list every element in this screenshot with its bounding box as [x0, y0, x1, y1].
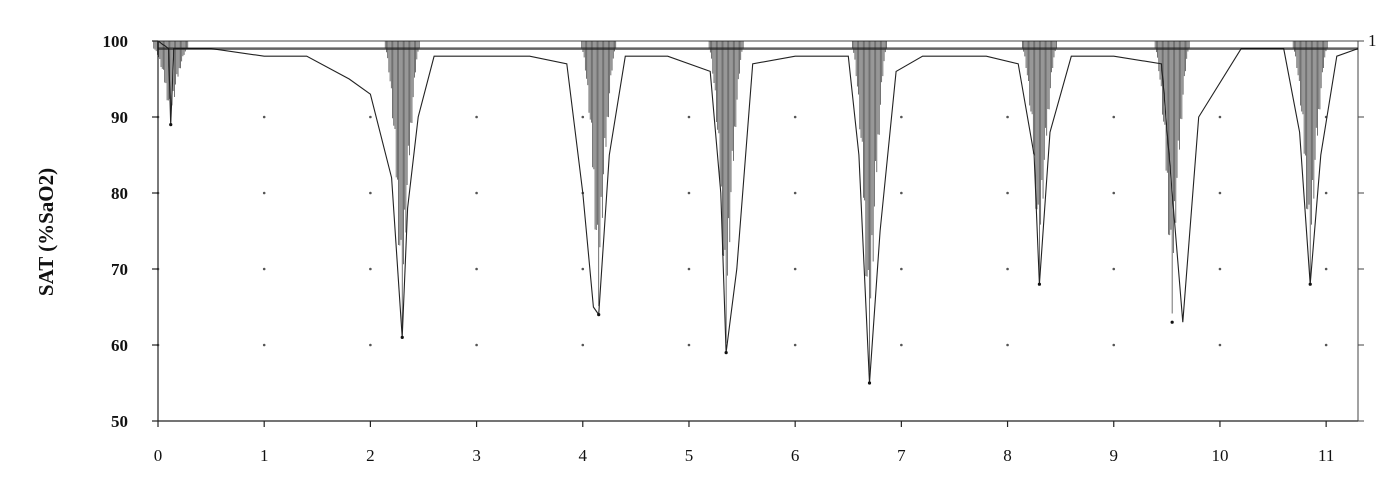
y-tick-label: 90 — [111, 108, 128, 127]
grid-dot — [1112, 267, 1116, 271]
x-tick-label: 11 — [1318, 446, 1334, 465]
grid-dot — [262, 267, 266, 271]
grid-dot — [369, 343, 372, 347]
grid-dot — [475, 191, 478, 195]
grid-dot — [262, 191, 266, 195]
y-tick-label: 100 — [103, 32, 129, 51]
y-tick-label: 80 — [111, 184, 128, 203]
grid-dot — [262, 343, 266, 347]
data-series — [153, 40, 1359, 385]
grid-dot — [687, 343, 691, 347]
spike-minimum-point — [400, 335, 404, 339]
grid-dots — [156, 115, 1328, 347]
grid-dot — [475, 267, 478, 271]
grid-dot — [369, 115, 372, 119]
y-tick-label: 60 — [111, 336, 128, 355]
grid-dot — [1218, 191, 1222, 195]
x-tick-label: 4 — [579, 446, 588, 465]
grid-dot — [900, 191, 903, 195]
grid-dot — [793, 343, 797, 347]
spike-minimum-point — [1170, 320, 1174, 324]
x-tick-label: 7 — [897, 446, 906, 465]
grid-dot — [1006, 115, 1009, 119]
grid-dot — [687, 115, 691, 119]
desaturation-event — [581, 41, 617, 317]
grid-dot — [1324, 343, 1328, 347]
desaturation-event — [852, 41, 887, 385]
x-tick-label: 9 — [1110, 446, 1119, 465]
desaturation-event — [384, 41, 420, 339]
x-tick-label: 2 — [366, 446, 375, 465]
x-tick-label: 3 — [472, 446, 481, 465]
x-tick-label: 5 — [685, 446, 694, 465]
grid-dot — [1218, 115, 1222, 119]
grid-dot — [475, 115, 478, 119]
grid-dot — [793, 191, 797, 195]
grid-dot — [1324, 191, 1328, 195]
grid-dot — [369, 267, 372, 271]
grid-dot — [1006, 343, 1009, 347]
grid-dot — [900, 343, 903, 347]
spike-minimum-point — [867, 381, 872, 385]
grid-dot — [793, 115, 797, 119]
right-axis-label: 1 — [1368, 31, 1377, 50]
grid-dot — [900, 267, 903, 271]
axes — [157, 40, 1359, 422]
desaturation-event — [1154, 41, 1190, 324]
x-tick-label: 0 — [154, 446, 163, 465]
grid-dot — [1324, 267, 1328, 271]
grid-dot — [1112, 343, 1116, 347]
grid-dot — [1112, 191, 1116, 195]
desaturation-event — [153, 41, 189, 127]
x-tick-label: 10 — [1211, 446, 1228, 465]
grid-dot — [900, 115, 903, 119]
spike-minimum-point — [597, 313, 601, 317]
grid-dot — [1006, 267, 1009, 271]
grid-dot — [1218, 343, 1222, 347]
grid-dot — [793, 267, 797, 271]
ticks: 0 1 2 3 4 5 6 7 8 9 10 11 50 60 70 80 90 100 — [103, 32, 1364, 465]
desaturation-event — [1022, 41, 1057, 286]
x-tick-label: 8 — [1003, 446, 1012, 465]
series-line-sat — [157, 40, 1359, 384]
spike-minimum-point — [169, 123, 173, 127]
grid-dot — [687, 267, 691, 271]
grid-dot — [687, 191, 691, 195]
desaturation-event — [1292, 41, 1328, 286]
x-tick-label: 1 — [260, 446, 269, 465]
spike-minimum-point — [1037, 282, 1042, 286]
spike-minimum-point — [1308, 282, 1312, 286]
x-tick-label: 6 — [791, 446, 800, 465]
y-axis-title: SAT (%SaO2) — [34, 168, 58, 296]
y-tick-label: 50 — [111, 412, 128, 431]
grid-dot — [581, 115, 585, 119]
grid-dot — [1006, 191, 1009, 195]
grid-dot — [1218, 267, 1222, 271]
y-tick-label: 70 — [111, 260, 128, 279]
grid-dot — [581, 343, 585, 347]
desaturation-event — [708, 41, 744, 355]
grid-dot — [475, 343, 478, 347]
grid-dot — [1112, 115, 1116, 119]
grid-dot — [262, 115, 266, 119]
spike-minimum-point — [724, 351, 728, 355]
grid-dot — [369, 191, 372, 195]
grid-dot — [581, 267, 585, 271]
